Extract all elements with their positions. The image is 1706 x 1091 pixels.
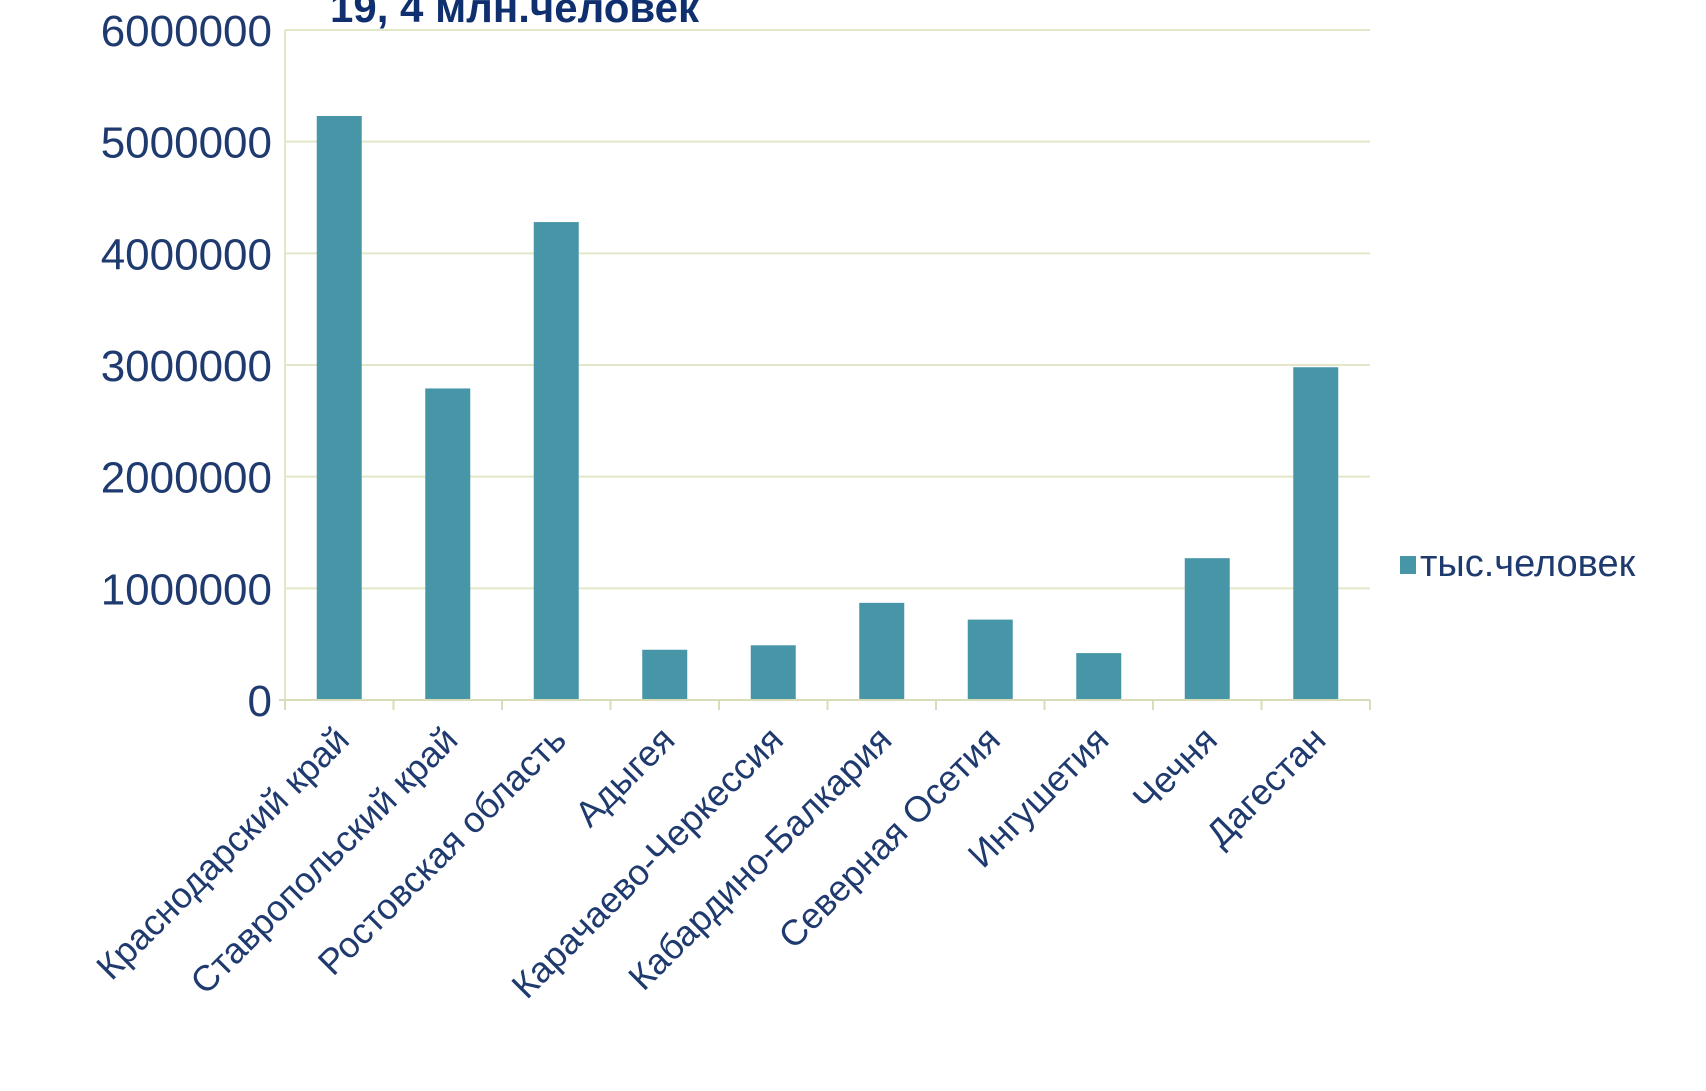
bar xyxy=(1184,558,1230,700)
bar xyxy=(750,645,796,700)
bar xyxy=(1076,653,1122,700)
bar xyxy=(642,649,688,700)
legend-swatch xyxy=(1400,556,1416,574)
bar xyxy=(425,388,471,700)
bar xyxy=(967,619,1013,700)
y-tick-label: 5000000 xyxy=(101,119,272,168)
x-tick-label: Дагестан xyxy=(1198,719,1334,855)
y-tick-label: 0 xyxy=(248,677,272,726)
y-tick-label: 3000000 xyxy=(101,342,272,391)
bar xyxy=(1293,367,1339,700)
bar xyxy=(533,222,579,701)
y-axis-ticks: 0 1000000 2000000 3000000 4000000 5000000 6000… xyxy=(101,7,272,726)
y-tick-label: 2000000 xyxy=(101,454,272,503)
legend-label: тыс.человек xyxy=(1420,543,1636,585)
bar xyxy=(859,602,905,700)
x-tick-label: Чечня xyxy=(1125,719,1225,819)
bars xyxy=(316,115,1339,701)
y-tick-label: 4000000 xyxy=(101,230,272,279)
axes xyxy=(279,30,1371,710)
y-tick-label: 1000000 xyxy=(101,565,272,614)
y-tick-label: 6000000 xyxy=(101,7,272,56)
legend: тыс.человек xyxy=(1400,543,1636,585)
chart-title: 19, 4 млн.человек xyxy=(330,0,700,31)
bar xyxy=(316,115,362,700)
